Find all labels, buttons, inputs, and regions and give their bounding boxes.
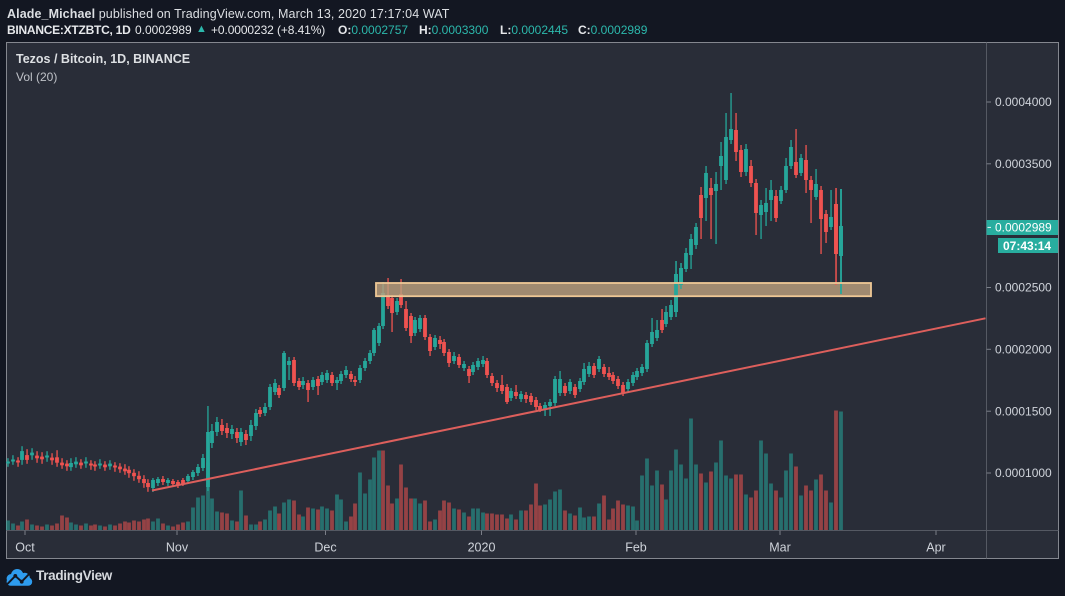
svg-text:07:43:14: 07:43:14 xyxy=(1003,239,1051,253)
svg-text:Mar: Mar xyxy=(769,541,791,555)
svg-text:Nov: Nov xyxy=(166,541,189,555)
svg-text:Feb: Feb xyxy=(625,541,647,555)
svg-text:0.0002500: 0.0002500 xyxy=(995,281,1052,295)
svg-text:Apr: Apr xyxy=(926,541,945,555)
svg-text:0.0003500: 0.0003500 xyxy=(995,157,1052,171)
svg-text:Oct: Oct xyxy=(15,541,35,555)
svg-text:Dec: Dec xyxy=(314,541,336,555)
svg-text:0.0002989: 0.0002989 xyxy=(995,221,1052,235)
svg-text:2020: 2020 xyxy=(468,541,496,555)
svg-text:0.0002000: 0.0002000 xyxy=(995,343,1052,357)
svg-text:0.0001500: 0.0001500 xyxy=(995,404,1052,418)
svg-text:0.0001000: 0.0001000 xyxy=(995,466,1052,480)
svg-text:0.0004000: 0.0004000 xyxy=(995,95,1052,109)
